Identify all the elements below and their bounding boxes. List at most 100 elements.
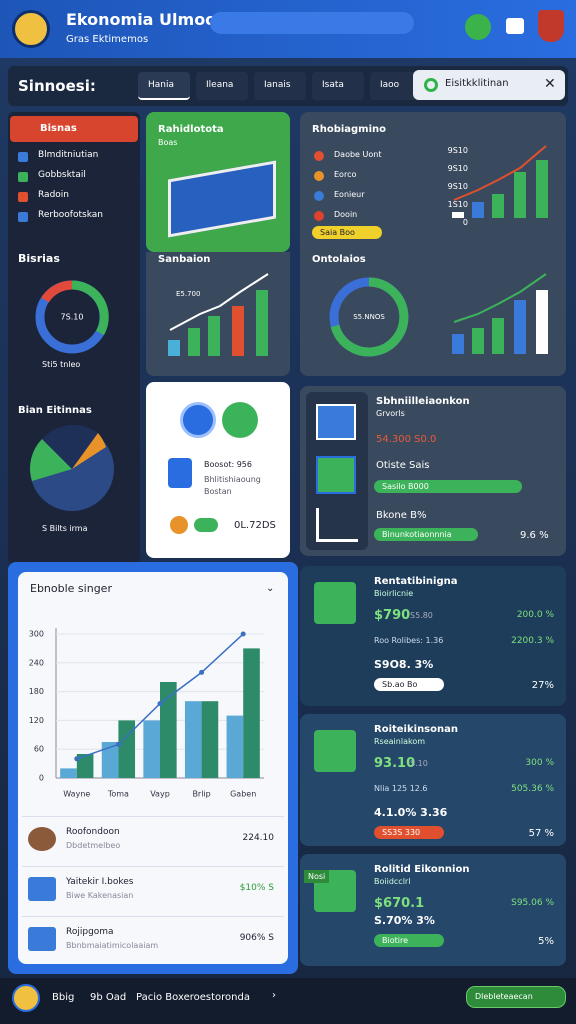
mini-bar (168, 340, 180, 356)
close-icon[interactable]: ✕ (544, 76, 556, 92)
donut-chart: S5.NNOS (329, 277, 409, 357)
x-tick-label: Wayne (63, 790, 90, 799)
menu-item[interactable]: Gobbsktail (38, 170, 86, 180)
menu-item[interactable]: Blmditniutian (38, 150, 99, 160)
x-tick-label: Brlip (192, 790, 210, 799)
tab[interactable]: Hania (138, 72, 190, 100)
menu-header[interactable]: Bisnas (10, 116, 138, 142)
card-title: Sbhniilleiaonkon (376, 396, 470, 407)
pie-title: Bian Eitinnas (18, 405, 92, 416)
label: Otiste Sais (376, 460, 430, 471)
progress-text: Sasilo B000 (382, 482, 429, 491)
menu-icon (18, 192, 28, 202)
mini-bar (472, 202, 484, 218)
bar (143, 720, 160, 778)
detail: Nlia 125 12.6 (374, 784, 428, 793)
card-sub: Bioirlicnie (374, 589, 414, 598)
menu-item[interactable]: Rerboofotskan (38, 210, 103, 220)
mini-bar (514, 172, 526, 218)
amount: $790 (374, 608, 411, 623)
mini-bar (492, 194, 504, 218)
y-axis: 9S10 9S10 9S10 1S10 0 (440, 142, 468, 232)
search-box[interactable] (210, 12, 414, 34)
pill-value: 27% (531, 680, 554, 691)
doc-icon (168, 458, 192, 488)
tab[interactable]: Ianais (254, 72, 306, 100)
bar (76, 754, 94, 778)
coin-icon (194, 518, 218, 532)
row-title: Roofondoon (66, 827, 120, 837)
list-row[interactable]: Roofondoon Dbdetmelbeo 224.10 (22, 816, 284, 866)
x-tick-label: Vayp (150, 790, 170, 799)
chart-icon (316, 508, 358, 542)
progress-text: Binunkotiaonnnia (382, 530, 452, 539)
percent: 200.0 % (516, 610, 554, 620)
mini-trend (169, 273, 269, 331)
mini-bar (536, 290, 548, 354)
detail-percent: 2200.3 % (511, 636, 554, 646)
row-title: Rojipgoma (66, 927, 114, 937)
donut-caption: Sti5 tnleo (42, 360, 81, 369)
card-icon (314, 730, 356, 772)
tab[interactable]: Ileana (196, 72, 248, 100)
bar (118, 720, 136, 778)
pie-chart (30, 425, 114, 511)
pill-button[interactable]: SS3S 330 (374, 826, 444, 839)
mini-trend (453, 145, 547, 201)
donut-segment (41, 280, 73, 303)
list-row[interactable]: Yaitekir I.bokes Biwe Kakenasian $10% S (22, 866, 284, 916)
dropdown-icon[interactable]: ⌄ (266, 583, 274, 594)
flag-icon[interactable] (506, 18, 524, 34)
amount-small: S5.80 (410, 611, 433, 620)
card-sub: Grvorls (376, 409, 405, 418)
menu-icon (18, 172, 28, 182)
value: S9O8. 3% (374, 658, 434, 671)
badge[interactable]: Saia Boo (312, 226, 382, 239)
card-sub: Boas (158, 138, 178, 147)
avatar[interactable] (12, 10, 50, 48)
brand: Sinnoesi: (18, 77, 96, 95)
row-sub: Biwe Kakenasian (66, 891, 134, 900)
detail: Bhlitishiaoung (204, 475, 261, 484)
list-row[interactable]: Rojipgoma Bbnbmaiatimicolaaiam 906% S (22, 916, 284, 966)
search-field[interactable]: Eisitkklitinan (413, 70, 565, 100)
check-icon[interactable] (222, 402, 258, 438)
pill-button[interactable]: Biotire (374, 934, 444, 947)
row-title: Yaitekir I.bokes (66, 877, 134, 887)
amount-small: S.10 (410, 759, 428, 768)
badge-icon[interactable] (538, 10, 564, 42)
mini-bar (256, 290, 268, 356)
app-subtitle: Gras Ektimemos (66, 34, 149, 45)
card-title: Rhobiagmino (312, 124, 387, 135)
bar (243, 648, 260, 778)
tick-label: 9S10 (447, 182, 468, 191)
percent: 9.6 % (520, 530, 549, 541)
pill-button[interactable]: Sb.ao Bo (374, 678, 444, 691)
card-title: Roiteikinsonan (374, 724, 458, 735)
menu-icon (18, 212, 28, 222)
bar (160, 682, 177, 778)
row-sub: Dbdetmelbeo (66, 841, 121, 850)
tool-icon[interactable] (180, 402, 216, 438)
donut-segment (330, 277, 409, 357)
row-value: 224.10 (242, 833, 275, 843)
card-badge: Nosi (304, 870, 330, 883)
arrow-icon[interactable]: › (272, 990, 276, 1001)
trend-point (74, 756, 80, 762)
trend-point (240, 631, 246, 637)
money-icon (316, 456, 356, 494)
menu-item[interactable]: Radoin (38, 190, 69, 200)
detail: Roo Rolibes: 1.36 (374, 636, 444, 645)
mini-bar (452, 212, 464, 218)
footer-avatar[interactable] (12, 984, 40, 1012)
footer-button[interactable]: Dlebleteaecan (466, 986, 566, 1008)
profile-icon[interactable] (465, 14, 491, 40)
tick-label: 1S10 (447, 200, 468, 209)
tab[interactable]: Isata (312, 72, 364, 100)
pie-slice (72, 433, 106, 469)
legend-label: Eonieur (334, 190, 365, 199)
donut-chart: 7S.10 (35, 280, 109, 354)
mini-bar (492, 318, 504, 354)
legend-label: Daobe Uont (334, 150, 382, 159)
footer-text: Pacio Boxeroestoronda (136, 992, 250, 1003)
